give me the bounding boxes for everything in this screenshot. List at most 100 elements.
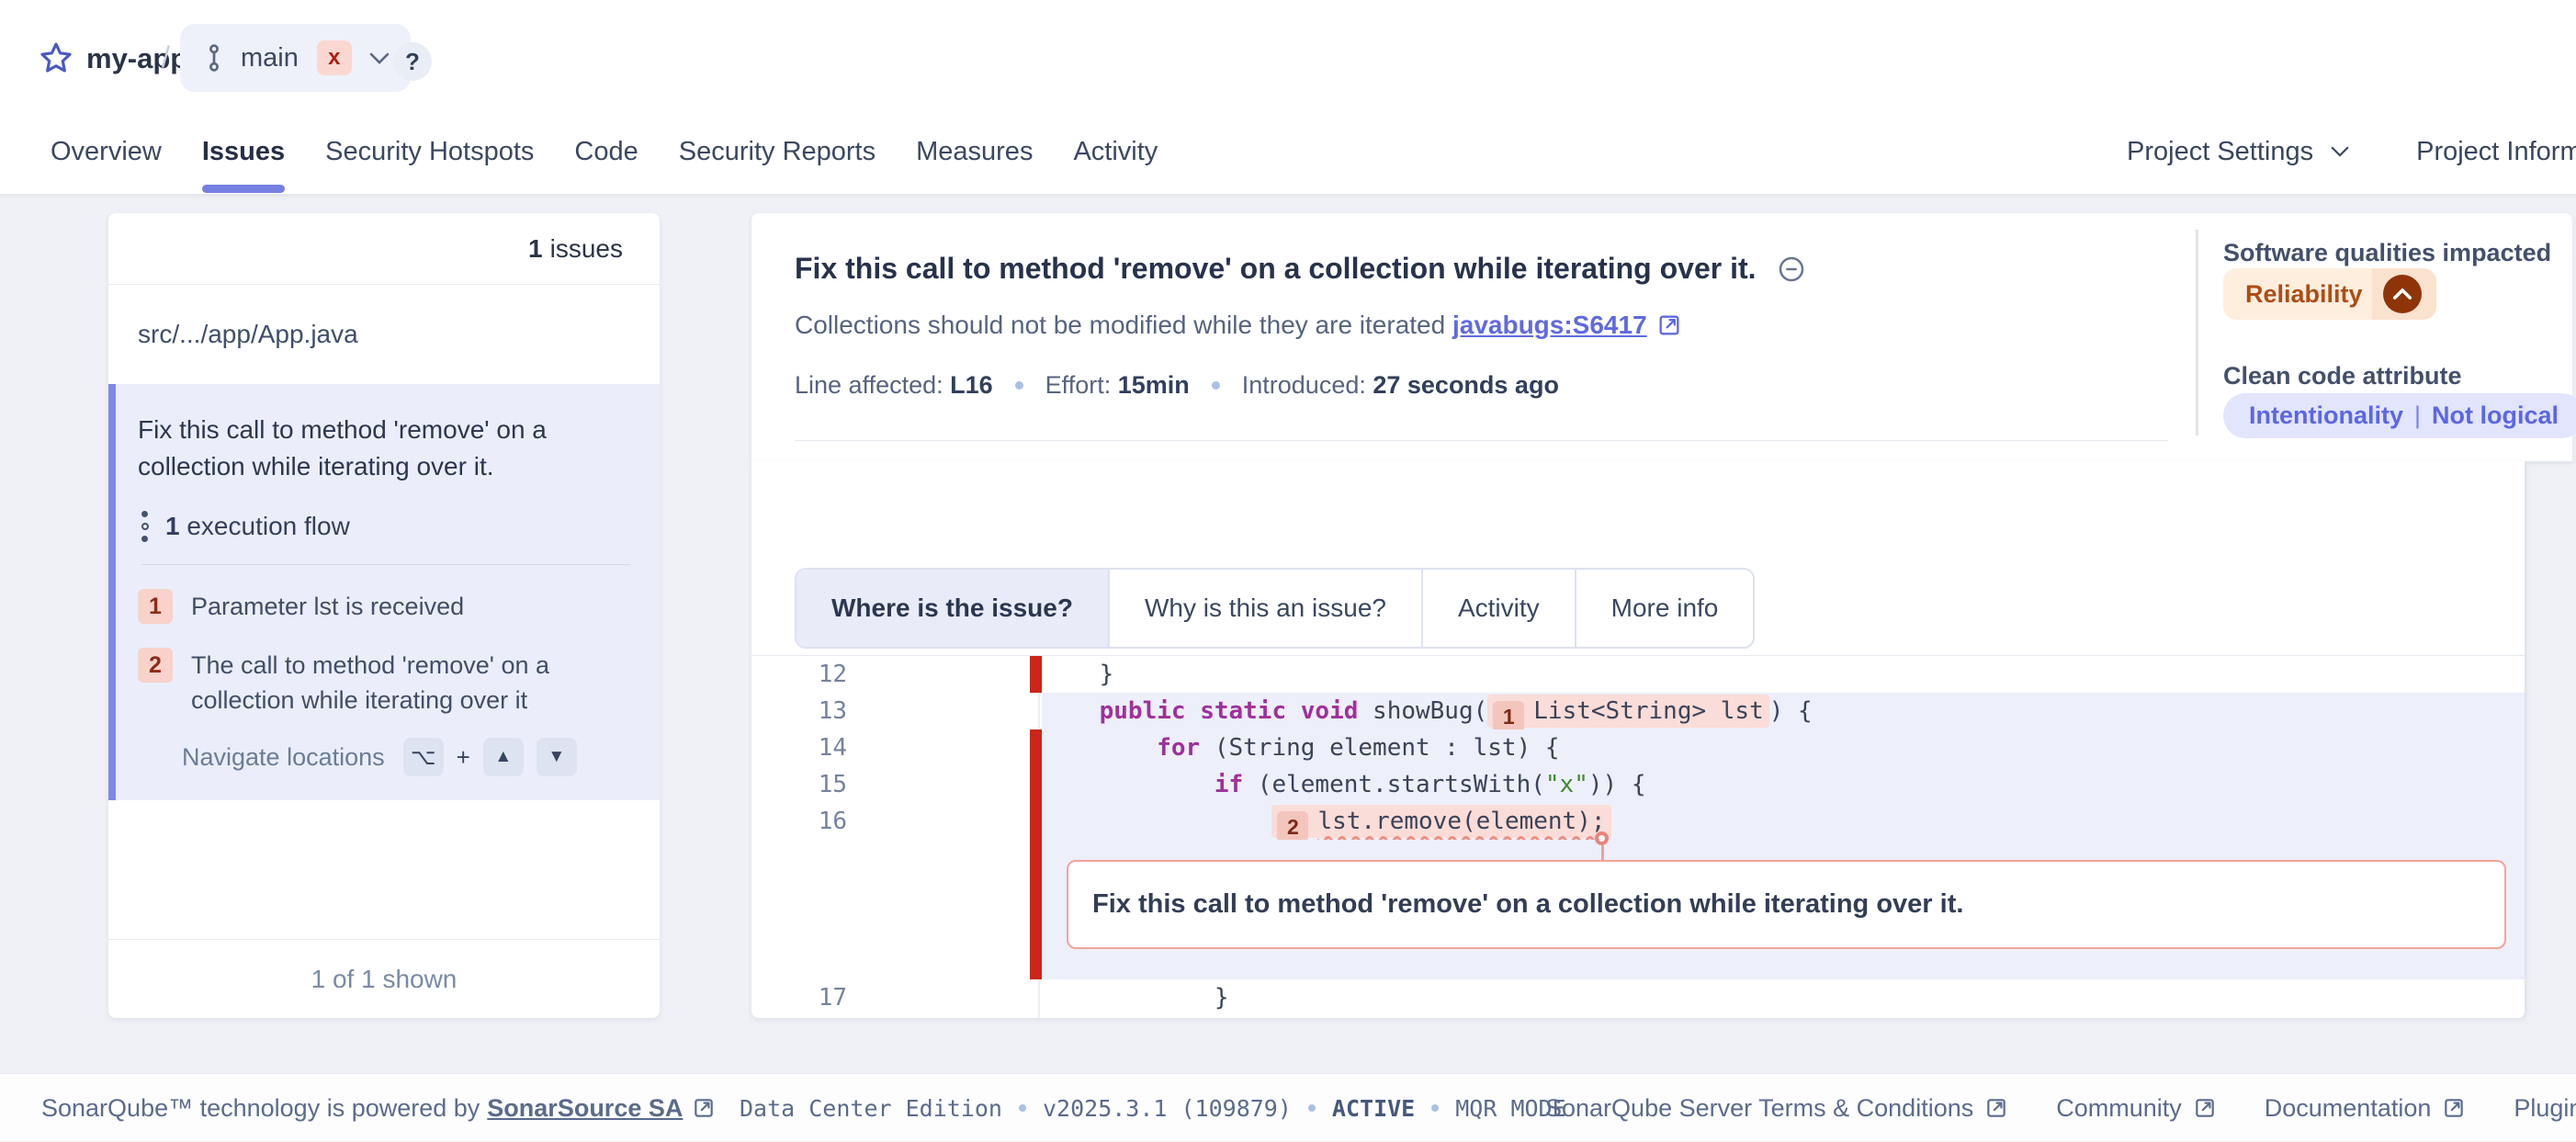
external-link-icon: [2196, 1099, 2214, 1117]
file-path: src/.../app/App.java: [138, 320, 358, 348]
code-text: }: [1042, 661, 1114, 688]
dot-separator: [1211, 381, 1220, 390]
powered-by-text: SonarQube™ technology is powered by: [41, 1093, 480, 1122]
branch-clear-button[interactable]: x: [316, 40, 352, 75]
line-number[interactable]: 17: [818, 984, 847, 1012]
location-text-2: The call to method 'remove' on a collect…: [191, 651, 550, 714]
breadcrumb: my-app / main x ?: [0, 0, 2576, 116]
code-line-14: 14 for (String element : lst) {: [751, 729, 2525, 766]
page-footer: SonarQube™ technology is powered by Sona…: [0, 1073, 2576, 1141]
terms-link[interactable]: SonarQube Server Terms & Conditions: [1545, 1094, 2008, 1123]
code-text: if (element.startsWith("x")) {: [1042, 766, 2525, 803]
code-line-16: 16 2 lst.remove(element);: [751, 803, 2525, 842]
issue-indicator-bar: [1030, 729, 1042, 766]
divider: [141, 564, 630, 565]
project-nav: Overview Issues Security Hotspots Code S…: [0, 108, 2576, 195]
dot-separator: [1014, 381, 1023, 390]
rule-link[interactable]: javabugs:S6417: [1452, 311, 1682, 340]
flow-location-1[interactable]: 1 Parameter lst is received: [138, 589, 634, 624]
tab-more-info[interactable]: More info: [1610, 594, 1719, 622]
branch-selector[interactable]: main x: [180, 24, 411, 92]
help-button[interactable]: ?: [393, 42, 432, 81]
code-line-12: 12 }: [751, 656, 2525, 693]
location-badge-2[interactable]: 2: [138, 648, 173, 683]
plus-separator: +: [456, 742, 470, 771]
tab-where-is-the-issue[interactable]: Where is the issue?: [797, 570, 1110, 647]
attribute-separator: |: [2414, 401, 2422, 429]
breadcrumb-separator: /: [162, 40, 170, 73]
tab-code[interactable]: Code: [574, 136, 638, 166]
issue-detail-tabs: Where is the issue? Why is this an issue…: [795, 568, 1756, 649]
sonarsource-link[interactable]: SonarSource SA: [487, 1094, 716, 1123]
issue-indicator-bar: [1030, 979, 1042, 1016]
mode-label: MQR MODE: [1455, 1094, 1566, 1122]
permalink-icon[interactable]: [1777, 254, 1806, 284]
issue-title: Fix this call to method 'remove' on a co…: [795, 252, 1757, 285]
line-number[interactable]: 16: [818, 808, 847, 835]
rule-key: javabugs:S6417: [1452, 311, 1647, 339]
issue-detail-panel: Where is the issue? Why is this an issue…: [751, 461, 2526, 1018]
arrow-up-key-chip[interactable]: ▲: [482, 738, 524, 776]
tab-why-is-this-an-issue[interactable]: Why is this an issue?: [1110, 570, 1423, 647]
external-link-icon: [2445, 1099, 2464, 1117]
attribute-category: Intentionality: [2249, 401, 2403, 429]
arrow-down-key-chip[interactable]: ▼: [536, 738, 577, 776]
issues-count-row: 1 issues: [108, 213, 660, 285]
dot-separator: [1018, 1104, 1026, 1112]
documentation-label: Documentation: [2264, 1093, 2432, 1122]
meta-value-introduced: 27 seconds ago: [1373, 371, 1559, 399]
issues-sidebar: 1 issues src/.../app/App.java Fix this c…: [108, 213, 660, 1018]
line-number[interactable]: 14: [818, 734, 847, 762]
line-number[interactable]: 12: [818, 661, 847, 688]
divider: [795, 440, 2168, 441]
attribute-value: Not logical: [2432, 401, 2559, 429]
tab-security-hotspots[interactable]: Security Hotspots: [325, 136, 535, 166]
footer-links: SonarQube Server Terms & Conditions Comm…: [1545, 1074, 2576, 1142]
tab-measures[interactable]: Measures: [916, 136, 1034, 166]
external-link-icon: [695, 1099, 714, 1117]
flow-location-2[interactable]: 2 The call to method 'remove' on a colle…: [138, 648, 634, 718]
project-name[interactable]: my-app: [86, 42, 188, 74]
edition-label: Data Center Edition: [740, 1094, 1002, 1122]
favorite-star-icon[interactable]: [39, 40, 73, 75]
alt-key-chip[interactable]: ⌥: [402, 738, 444, 776]
issue-item-title[interactable]: Fix this call to method 'remove' on a co…: [138, 415, 547, 481]
tab-security-reports[interactable]: Security Reports: [678, 136, 876, 166]
tab-activity[interactable]: Activity: [1073, 136, 1158, 166]
tab-overview[interactable]: Overview: [51, 136, 162, 166]
plugins-label: Plugins: [2514, 1093, 2576, 1122]
plugins-link[interactable]: Plugins: [2514, 1094, 2576, 1123]
code-text: 2 lst.remove(element);: [1042, 803, 2525, 842]
documentation-link[interactable]: Documentation: [2265, 1094, 2467, 1123]
top-header: my-app / main x ? Overview Issues: [0, 0, 2576, 195]
community-link[interactable]: Community: [2056, 1094, 2217, 1123]
terms-label: SonarQube Server Terms & Conditions: [1545, 1093, 1974, 1122]
line-number[interactable]: 15: [818, 771, 847, 798]
location-badge-1[interactable]: 1: [138, 589, 173, 624]
tab-activity-detail[interactable]: Activity: [1423, 570, 1576, 647]
project-information-link[interactable]: Project Information: [2416, 136, 2576, 166]
flow-label: execution flow: [186, 512, 350, 540]
rule-description: Collections should not be modified while…: [795, 311, 1452, 339]
reliability-badge[interactable]: Reliability: [2223, 268, 2436, 320]
chevron-down-icon: [2331, 146, 2349, 157]
location-marker-1[interactable]: 1: [1493, 701, 1525, 732]
severity-high-icon: [2382, 275, 2422, 313]
version-label: v2025.3.1 (109879): [1042, 1094, 1292, 1122]
issue-list-item-selected[interactable]: Fix this call to method 'remove' on a co…: [108, 384, 660, 800]
issue-indicator-bar: [1030, 656, 1042, 693]
branch-name: main: [241, 42, 299, 73]
project-settings-menu[interactable]: Project Settings: [2127, 137, 2350, 167]
location-marker-2[interactable]: 2: [1277, 811, 1309, 842]
issue-location-dot: [1595, 831, 1609, 845]
tab-issues[interactable]: Issues: [201, 108, 286, 195]
issue-indicator-bar: [1030, 840, 1042, 979]
code-text: }: [1042, 984, 1229, 1012]
code-line-13: 13 public static void showBug(1 List<Stri…: [751, 693, 2525, 732]
clean-code-attribute-badge[interactable]: Intentionality | Not logical: [2223, 393, 2576, 438]
execution-flow-row[interactable]: 1 execution flow: [138, 511, 634, 542]
line-number[interactable]: 13: [818, 697, 847, 725]
sonarsource-label: SonarSource SA: [487, 1093, 684, 1122]
meta-label-introduced: Introduced:: [1241, 371, 1373, 399]
attribute-title: Clean code attribute: [2223, 362, 2462, 390]
